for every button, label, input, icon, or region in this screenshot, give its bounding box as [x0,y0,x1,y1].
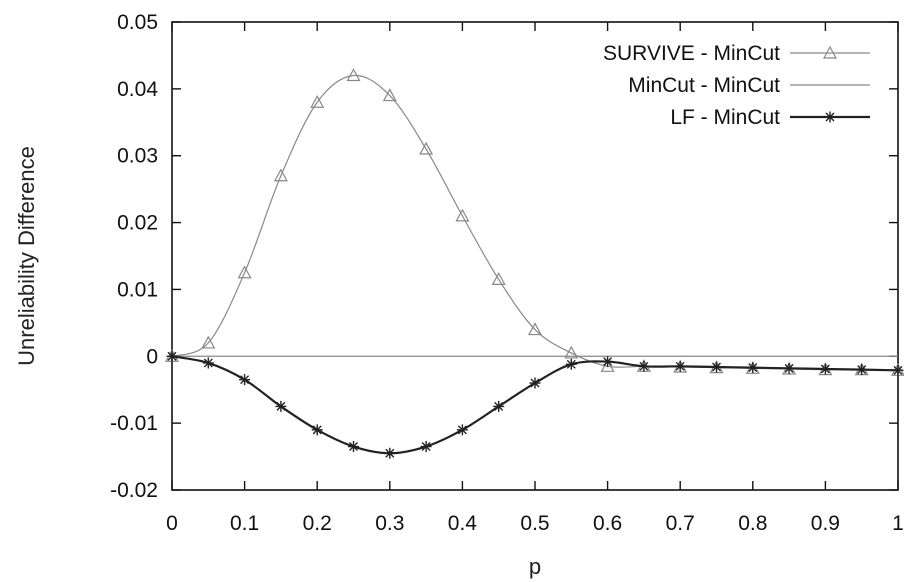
series-survive-mincut [164,68,904,376]
data-point [602,356,614,368]
data-point [711,361,722,373]
x-tick-label: 0.7 [666,512,695,535]
legend-label: MinCut - MinCut [628,74,780,97]
y-tick-label: 0.04 [117,78,158,101]
y-axis-title: Unreliability Difference [14,146,39,366]
data-point [747,362,759,374]
plot-frame [171,21,899,491]
data-point [310,94,325,108]
data-point [856,364,868,376]
data-point [237,265,252,279]
data-point [382,88,397,102]
data-point [420,441,432,453]
data-point [456,424,468,436]
legend-label: LF - MinCut [670,106,780,129]
data-point [275,400,287,412]
data-point [348,441,359,453]
legend-marker [822,45,838,59]
data-point [346,68,361,82]
data-point [783,362,795,374]
data-point [201,335,216,349]
data-point [565,358,577,370]
x-tick-label: 0.1 [230,512,259,535]
data-point [419,141,434,155]
legend-label: SURVIVE - MinCut [603,42,780,65]
data-point [384,447,396,459]
x-axis-title: p [529,554,541,579]
legend: SURVIVE - MinCut MinCut - MinCut LF - MinC… [603,42,870,129]
series-lf-mincut [166,350,904,459]
x-axis: 0 0.1 0.2 0.3 0.4 0.5 0.6 0.7 0.8 0.9 1 [166,22,904,535]
legend-marker [824,111,836,123]
series-group [164,68,904,459]
data-point [202,357,214,369]
x-tick-label: 0.3 [375,512,404,535]
data-point [638,360,650,372]
y-tick-label: 0 [146,345,158,368]
data-point [239,374,251,386]
x-tick-label: 0.5 [520,512,549,535]
data-point [529,377,541,389]
y-tick-label: -0.02 [110,479,158,502]
y-tick-label: 0.05 [117,11,158,34]
data-point [527,322,543,336]
x-tick-label: 0.6 [593,512,622,535]
x-tick-label: 0.4 [448,512,478,535]
series-line [171,74,899,371]
x-tick-label: 1 [892,512,904,535]
data-point [493,400,505,412]
y-tick-label: 0.03 [117,145,158,168]
data-point [564,345,579,359]
x-tick-label: 0.9 [811,512,840,535]
data-point [892,364,904,376]
y-tick-label: 0.01 [117,278,158,301]
data-point [166,350,178,362]
data-point [273,168,288,182]
data-point [455,208,470,222]
data-point [311,424,323,436]
data-point [491,272,506,285]
data-point [819,363,831,375]
x-tick-label: 0.2 [303,512,332,535]
y-tick-label: -0.01 [110,412,158,435]
x-tick-label: 0.8 [738,512,767,535]
x-tick-label: 0 [166,512,178,535]
y-axis: -0.02 -0.01 0 0.01 0.02 0.03 0.04 0.05 [110,11,898,502]
axes [171,21,899,491]
data-point [600,359,615,372]
y-tick-label: 0.02 [117,212,158,235]
data-point [674,360,686,372]
